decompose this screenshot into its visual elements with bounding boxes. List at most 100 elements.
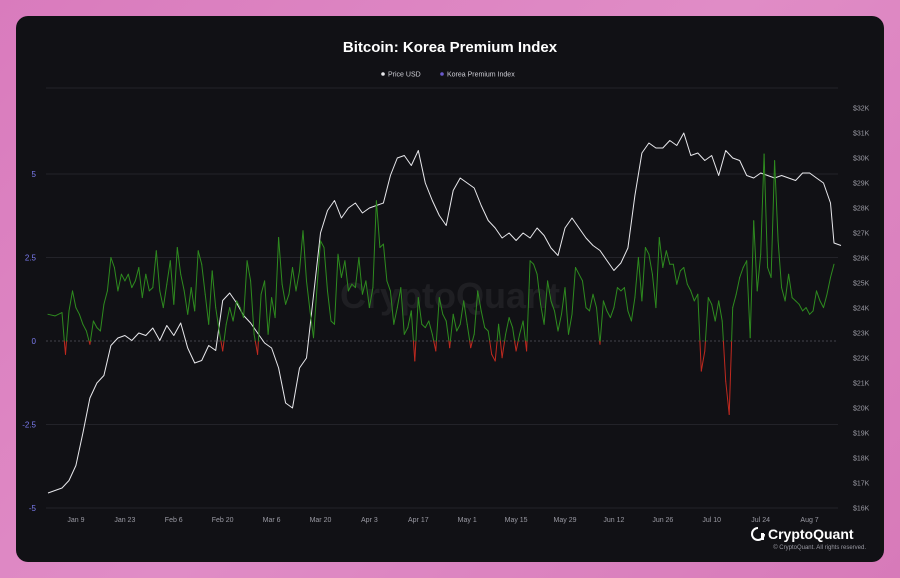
kpi-segment-negative <box>489 340 493 355</box>
y-right-tick-label: $31K <box>853 131 870 138</box>
y-right-tick-label: $24K <box>853 306 870 313</box>
y-right-tick-label: $25K <box>853 281 870 288</box>
brand-block: CryptoQuant © CryptoQuant. All rights re… <box>751 526 866 551</box>
kpi-segment-positive <box>306 280 311 312</box>
kpi-segment-positive <box>637 257 643 302</box>
kpi-segment-positive <box>742 260 748 268</box>
kpi-segment-negative <box>470 340 473 349</box>
legend-item-kpi[interactable]: Korea Premium Index <box>440 72 515 79</box>
x-tick-label: May 15 <box>505 517 528 524</box>
kpi-segment-positive <box>421 323 426 329</box>
kpi-segment-negative <box>515 340 519 352</box>
y-right-tick-label: $29K <box>853 181 870 188</box>
kpi-segment-positive <box>281 283 287 305</box>
kpi-segment-positive <box>435 297 440 342</box>
kpi-segment-positive <box>554 310 559 332</box>
kpi-segment-positive <box>361 280 367 295</box>
kpi-segment-positive <box>459 300 465 325</box>
x-tick-label: Mar 6 <box>263 517 281 524</box>
kpi-segment-positive <box>578 273 583 282</box>
kpi-segment-positive <box>236 300 241 309</box>
kpi-segment-positive <box>180 273 185 292</box>
kpi-segment-positive <box>763 153 769 268</box>
y-left-tick-label: 2.5 <box>25 254 37 263</box>
kpi-segment-positive <box>169 260 175 305</box>
kpi-segment-positive <box>648 253 653 275</box>
kpi-segment-positive <box>452 313 458 332</box>
kpi-segment-positive <box>365 280 370 309</box>
kpi-segment-positive <box>152 250 157 289</box>
kpi-segment-positive <box>155 250 161 292</box>
kpi-segment-positive <box>54 312 63 317</box>
kpi-segment-positive <box>82 323 87 332</box>
kpi-segment-positive <box>749 220 755 339</box>
y-right-tick-label: $30K <box>853 156 870 163</box>
kpi-segment-positive <box>187 287 192 315</box>
x-tick-label: May 1 <box>458 517 477 524</box>
kpi-segment-positive <box>400 287 405 335</box>
kpi-segment-positive <box>351 283 356 289</box>
kpi-segment-positive <box>589 293 594 312</box>
kpi-segment-negative <box>491 353 496 362</box>
kpi-series <box>47 153 835 415</box>
kpi-segment-positive <box>529 260 535 265</box>
kpi-segment-positive <box>330 320 335 325</box>
kpi-segment-positive <box>253 333 256 342</box>
kpi-segment-positive <box>372 200 377 289</box>
kpi-segment-positive <box>302 230 307 282</box>
kpi-segment-positive <box>246 260 252 282</box>
kpi-segment-positive <box>382 243 388 282</box>
kpi-segment-positive <box>340 260 346 278</box>
kpi-segment-positive <box>533 263 538 275</box>
kpi-segment-positive <box>714 300 720 322</box>
kpi-segment-positive <box>368 287 374 309</box>
kpi-segment-positive <box>250 280 255 335</box>
kpi-segment-positive <box>627 310 632 322</box>
kpi-segment-positive <box>784 273 790 302</box>
kpi-segment-positive <box>78 313 84 325</box>
kpi-segment-positive <box>145 273 150 292</box>
kpi-segment-positive <box>816 290 821 302</box>
kpi-segment-negative <box>449 340 451 349</box>
x-tick-label: Jul 10 <box>702 517 721 524</box>
kpi-segment-positive <box>92 320 98 329</box>
kpi-segment-positive <box>278 237 283 285</box>
kpi-segment-positive <box>201 263 206 295</box>
kpi-segment-positive <box>739 267 744 278</box>
x-tick-label: Jul 24 <box>751 517 770 524</box>
y-right-tick-label: $19K <box>853 431 870 438</box>
kpi-segment-positive <box>295 270 300 292</box>
kpi-segment-positive <box>66 310 70 342</box>
kpi-segment-positive <box>299 230 304 272</box>
kpi-segment-positive <box>711 303 716 322</box>
kpi-segment-positive <box>540 303 545 325</box>
kpi-segment-positive <box>770 160 776 278</box>
kpi-segment-positive <box>471 333 475 342</box>
kpi-segment-positive <box>731 307 734 342</box>
y-axis-right: $32K $31K $30K $29K $28K $27K $26K $25K $24K $23K… <box>853 106 870 513</box>
kpi-segment-positive <box>127 273 133 289</box>
kpi-segment-positive <box>550 300 555 312</box>
kpi-segment-positive <box>131 280 136 289</box>
kpi-segment-positive <box>438 297 444 315</box>
kpi-segment-positive <box>415 297 419 342</box>
legend-item-price[interactable]: Price USD <box>381 72 421 79</box>
kpi-segment-positive <box>428 320 433 335</box>
kpi-segment-positive <box>264 280 269 335</box>
kpi-segment-negative <box>499 340 503 359</box>
kpi-segment-positive <box>463 300 468 325</box>
kpi-segment-positive <box>309 310 314 339</box>
kpi-segment-positive <box>571 267 576 315</box>
kpi-segment-positive <box>110 257 115 268</box>
kpi-segment-positive <box>197 250 203 265</box>
kpi-segment-positive <box>686 283 692 292</box>
x-tick-label: Apr 17 <box>408 517 429 524</box>
kpi-segment-positive <box>211 270 217 309</box>
kpi-segment-positive <box>582 280 587 309</box>
kpi-segment-positive <box>288 267 293 295</box>
kpi-segment-positive <box>651 273 657 309</box>
kpi-segment-positive <box>473 290 479 335</box>
kpi-segment-positive <box>746 260 751 339</box>
kpi-segment-positive <box>683 267 688 285</box>
kpi-segment-positive <box>320 240 325 248</box>
